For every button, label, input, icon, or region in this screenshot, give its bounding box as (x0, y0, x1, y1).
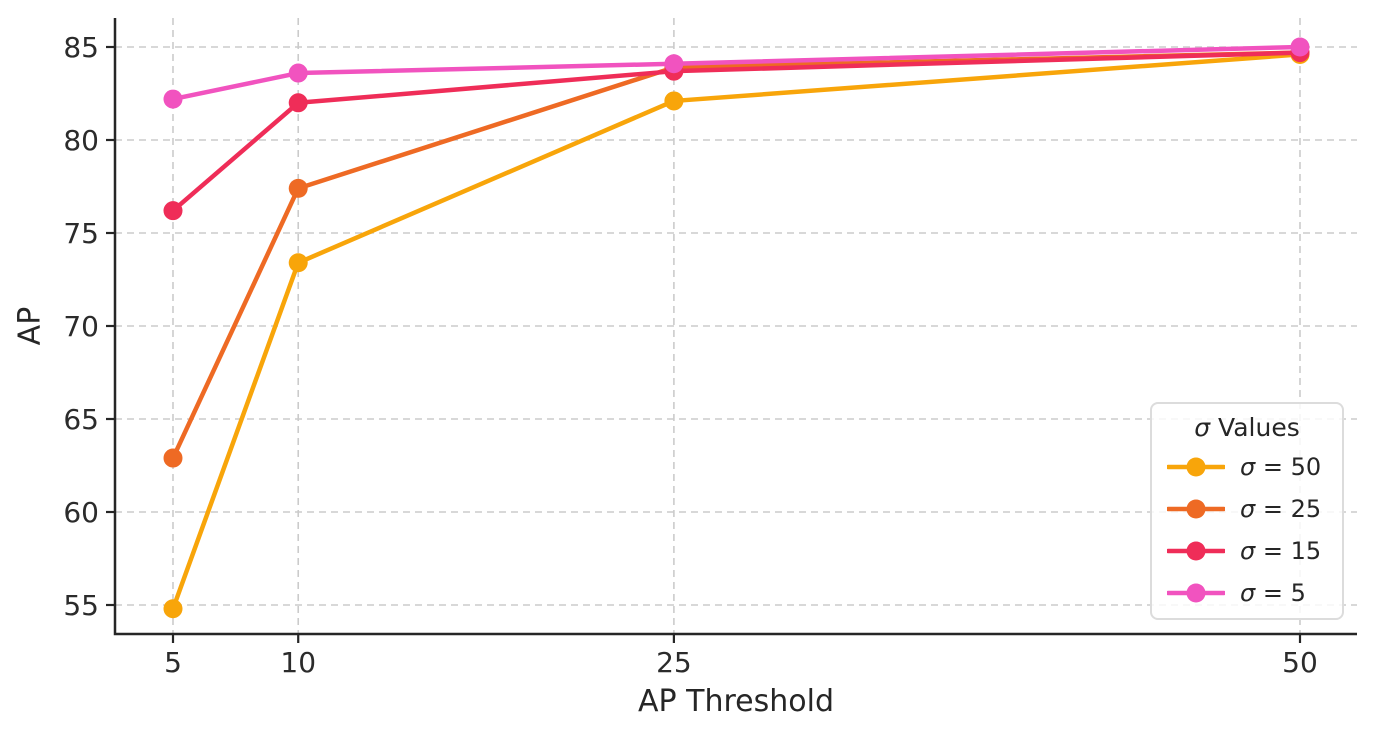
axis-spines (113, 18, 1357, 636)
data-point-marker-sigma-50 (664, 91, 684, 111)
legend-item-label: σ = 15 (1240, 537, 1322, 565)
legend-marker-icon (1167, 499, 1225, 519)
sigma-symbol: σ (1240, 579, 1256, 607)
legend-title: σ Values (1194, 413, 1300, 442)
data-point-marker-sigma-15 (288, 93, 308, 113)
data-point-marker-sigma-25 (163, 448, 183, 468)
series-line-sigma-5 (170, 44, 1303, 102)
data-point-marker-sigma-5 (664, 54, 684, 74)
sigma-symbol: σ (1194, 413, 1211, 442)
x-axis-label: AP Threshold (638, 684, 834, 719)
legend-item-sigma-25: σ = 25 (1152, 488, 1342, 530)
data-point-marker-sigma-5 (163, 89, 183, 109)
y-tick-label: 80 (63, 124, 99, 157)
legend-item-label: σ = 25 (1240, 495, 1322, 523)
legend-item-label: σ = 5 (1240, 579, 1306, 607)
y-tick-label: 75 (63, 217, 99, 250)
data-point-marker-sigma-5 (288, 63, 308, 83)
legend-marker-icon (1167, 583, 1225, 603)
series-line-sigma-15 (170, 50, 1303, 213)
sigma-symbol: σ (1240, 453, 1256, 481)
legend-item-sigma-15: σ = 15 (1152, 530, 1342, 572)
legend: σ Values σ = 50 σ = 25 σ = 15 σ = 5 (1150, 402, 1344, 620)
legend-items: σ = 50 σ = 25 σ = 15 σ = 5 (1152, 446, 1342, 614)
data-point-marker-sigma-50 (163, 599, 183, 619)
data-point-marker-sigma-5 (1290, 37, 1310, 57)
y-axis-label: AP (12, 306, 48, 346)
sigma-symbol: σ (1240, 495, 1256, 523)
y-tick-label: 55 (63, 589, 99, 622)
y-tick-label: 70 (63, 310, 99, 343)
legend-marker-icon (1167, 457, 1225, 477)
x-tick-label: 25 (656, 646, 692, 679)
legend-item-label: σ = 50 (1240, 453, 1322, 481)
series-line-sigma-50 (170, 52, 1303, 611)
legend-item-sigma-5: σ = 5 (1152, 572, 1342, 614)
sigma-symbol: σ (1240, 537, 1256, 565)
legend-marker-icon (1167, 541, 1225, 561)
y-tick-label: 65 (63, 403, 99, 436)
y-tick-label: 85 (63, 31, 99, 64)
data-point-marker-sigma-25 (288, 178, 308, 198)
x-tick-label: 5 (164, 646, 182, 679)
y-tick-label: 60 (63, 496, 99, 529)
data-point-marker-sigma-50 (288, 253, 308, 273)
data-point-marker-sigma-15 (163, 201, 183, 221)
series-line-sigma-25 (170, 50, 1303, 461)
x-tick-label: 10 (280, 646, 316, 679)
legend-item-sigma-50: σ = 50 (1152, 446, 1342, 488)
x-tick-label: 50 (1282, 646, 1318, 679)
